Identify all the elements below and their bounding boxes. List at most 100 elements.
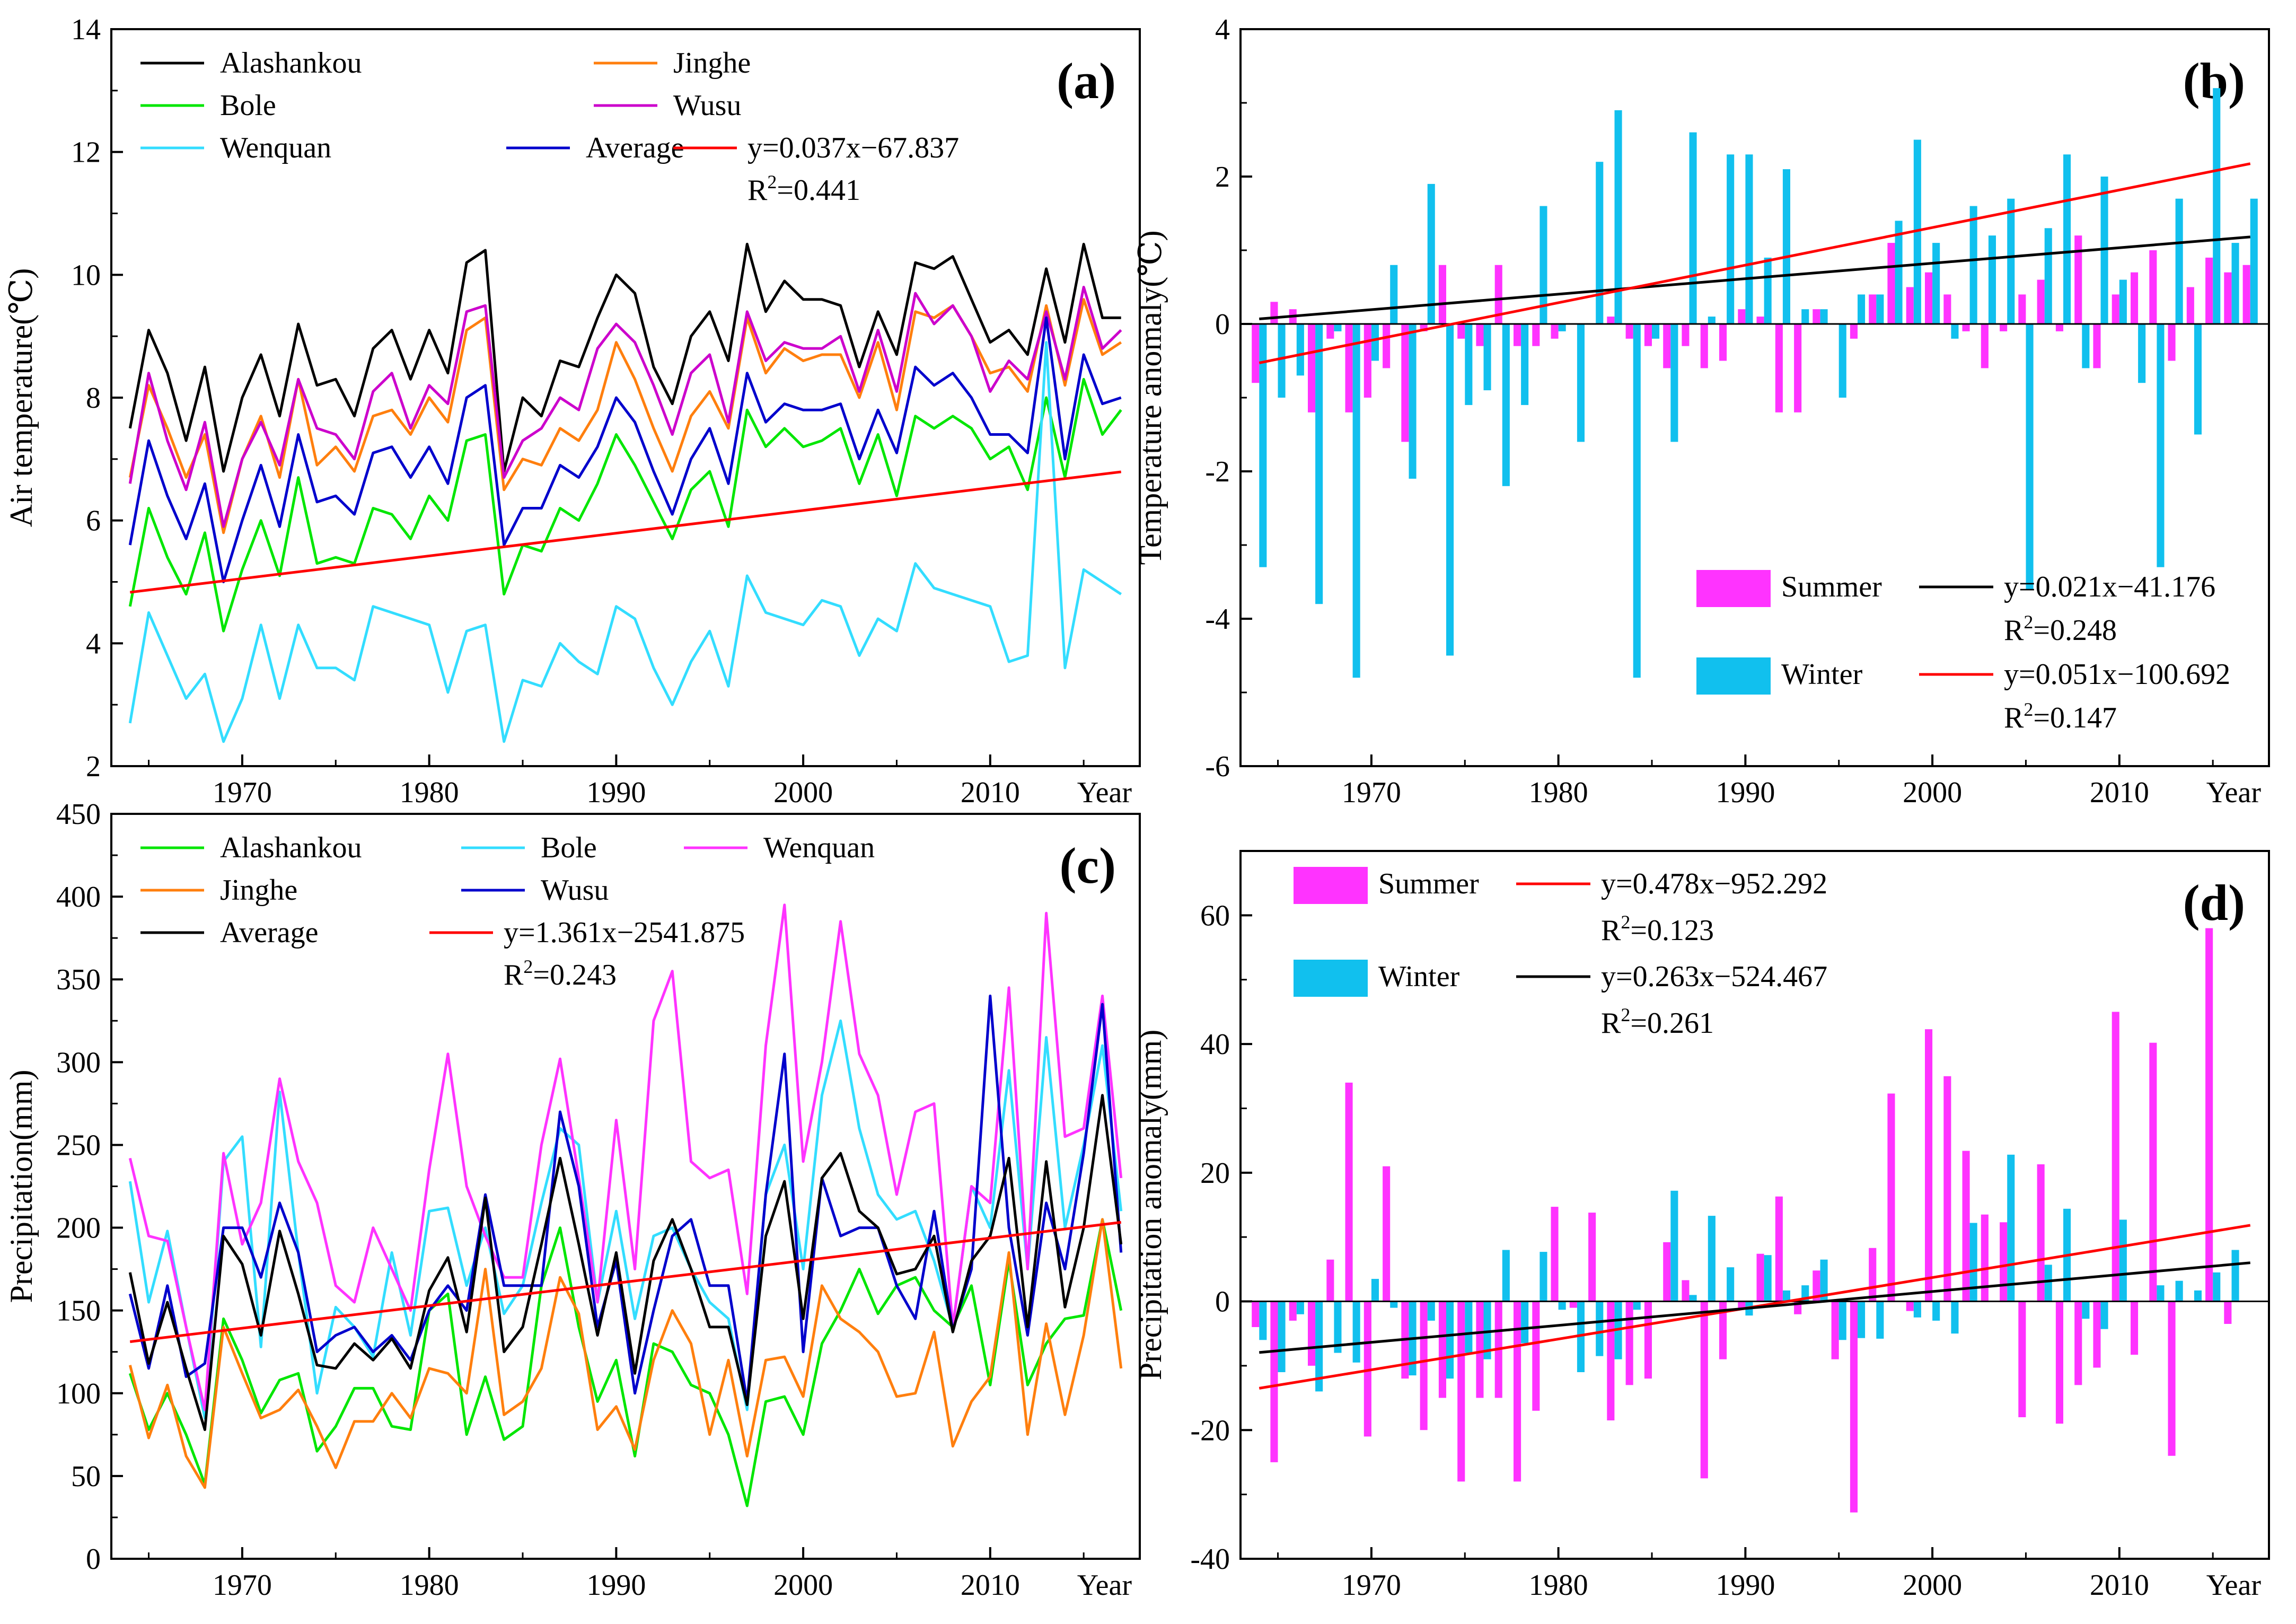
- y-tick-label: 0: [1215, 1286, 1230, 1319]
- series-line-average: [128, 316, 1122, 583]
- bar-winter: [2082, 324, 2090, 368]
- legend-label: Summer: [1781, 570, 1882, 603]
- y-tick-label: -40: [1190, 1543, 1230, 1576]
- bar-summer: [1756, 1253, 1764, 1302]
- x-tick-label: 1980: [400, 1569, 459, 1602]
- bar-winter: [1895, 221, 1903, 324]
- bar-winter: [1670, 324, 1678, 442]
- bar-summer: [1682, 324, 1690, 346]
- bar-summer: [1906, 1301, 1914, 1311]
- trend-r2: R2=0.248: [2004, 611, 2117, 647]
- bar-winter: [1352, 324, 1360, 678]
- legend-label: Wenquan: [763, 831, 875, 864]
- bar-summer: [1869, 294, 1877, 324]
- legend-swatch-winter: [1696, 657, 1771, 695]
- panel-d: -40 -20 0 20 40 60 1970 1980 1990 2000 2010 Year Pre…: [1133, 850, 2270, 1602]
- x-tick-label: 2010: [2090, 776, 2149, 809]
- legend-swatch-summer: [1696, 570, 1771, 607]
- bar-summer: [2055, 324, 2063, 331]
- bar-summer: [1738, 309, 1746, 324]
- bar-winter: [1390, 265, 1398, 324]
- bar-winter: [2231, 1250, 2239, 1302]
- bar-summer: [1438, 1301, 1446, 1398]
- x-axis-year-label: Year: [1077, 1569, 1132, 1602]
- series-line-wenquan: [128, 341, 1122, 743]
- bar-winter: [1652, 324, 1660, 339]
- bar-summer: [1588, 1213, 1596, 1302]
- bar-winter: [1858, 1301, 1866, 1338]
- y-tick-label: 0: [1215, 308, 1230, 341]
- bar-winter: [2250, 198, 2258, 324]
- trend-equation: y=0.478x−952.292: [1601, 867, 1827, 900]
- bar-summer: [1700, 324, 1708, 368]
- bar-summer: [1831, 1301, 1839, 1359]
- trend-equation: y=1.361x−2541.875: [504, 916, 745, 949]
- bar-winter: [2119, 1219, 2127, 1302]
- bar-winter: [1296, 324, 1304, 376]
- bar-winter: [1820, 309, 1828, 324]
- legend-label: Winter: [1781, 658, 1863, 691]
- trend-equation: y=0.021x−41.176: [2004, 570, 2215, 603]
- x-tick-label: 1970: [1342, 776, 1401, 809]
- bar-winter: [2194, 1290, 2202, 1302]
- series-line-wenquan: [128, 903, 1123, 1411]
- bar-summer: [1569, 1301, 1577, 1308]
- trend-equation: y=0.051x−100.692: [2004, 658, 2230, 691]
- bar-summer: [1363, 324, 1371, 398]
- y-tick-label: 8: [86, 382, 101, 415]
- y-tick-label: 60: [1200, 899, 1230, 932]
- y-tick-label: -6: [1205, 750, 1230, 783]
- bar-summer: [2074, 1301, 2082, 1385]
- bar-summer: [1457, 1301, 1465, 1482]
- bar-winter: [2026, 324, 2034, 590]
- y-axis-title: Precipitation anomaly(mm): [1133, 1030, 1168, 1381]
- series-line-wusu: [128, 286, 1122, 528]
- bar-winter: [1951, 324, 1959, 339]
- trend-r2: R2=0.441: [747, 171, 860, 207]
- bar-summer: [2224, 1301, 2232, 1324]
- bar-winter: [1577, 1301, 1585, 1372]
- bar-winter: [1427, 1301, 1435, 1321]
- bar-summer: [2093, 324, 2101, 368]
- bar-winter: [1689, 1295, 1697, 1302]
- y-tick-label: 300: [56, 1046, 101, 1079]
- x-axis-year-label: Year: [2206, 1569, 2262, 1602]
- y-tick-label: 50: [71, 1460, 101, 1493]
- bar-summer: [2131, 1301, 2139, 1355]
- y-tick-label: 2: [1215, 161, 1230, 194]
- bar-winter: [2213, 1272, 2221, 1302]
- y-tick-label: -2: [1205, 455, 1230, 488]
- legend-label: Summer: [1378, 867, 1479, 900]
- bar-winter: [1577, 324, 1585, 442]
- trend-r2: R2=0.147: [2004, 699, 2117, 734]
- legend-label: Bole: [220, 89, 276, 122]
- bar-summer: [1663, 324, 1671, 368]
- bar-winter: [1483, 1301, 1491, 1359]
- bar-summer: [1420, 1301, 1428, 1430]
- bar-summer: [2186, 287, 2194, 324]
- y-tick-label: 100: [56, 1377, 101, 1410]
- x-tick-label: 2000: [1903, 1569, 1962, 1602]
- bar-winter: [1465, 324, 1473, 405]
- bar-summer: [2205, 257, 2213, 324]
- bar-winter: [1838, 1301, 1846, 1340]
- bar-winter: [1483, 324, 1491, 391]
- bar-summer: [1270, 302, 1278, 324]
- bar-summer: [2112, 1012, 2119, 1302]
- y-tick-label: 450: [56, 798, 101, 831]
- legend-label: Bole: [541, 831, 597, 864]
- bar-summer: [1438, 265, 1446, 324]
- plot-frame: [1239, 850, 2270, 1560]
- bar-winter: [2231, 243, 2239, 324]
- legend: Alashankou Jinghe Bole Wusu Wenquan Average y=…: [140, 47, 959, 207]
- y-tick-label: 4: [86, 627, 101, 660]
- bar-summer: [1925, 272, 1933, 324]
- y-tick-label: 350: [56, 963, 101, 996]
- bar-winter: [2157, 1285, 2165, 1302]
- bar-summer: [1326, 324, 1334, 339]
- bar-winter: [1259, 324, 1267, 567]
- bar-summer: [1850, 324, 1858, 339]
- bar-summer: [2074, 235, 2082, 324]
- x-tick-label: 2010: [961, 1569, 1020, 1602]
- bar-summer: [1551, 1207, 1559, 1302]
